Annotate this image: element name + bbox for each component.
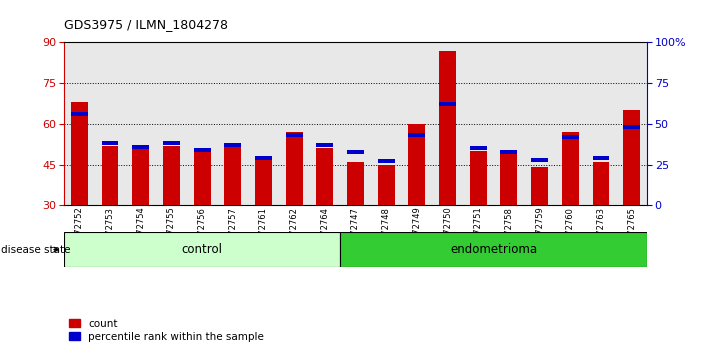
Bar	[531, 167, 548, 205]
Text: endometrioma: endometrioma	[450, 243, 537, 256]
Bar	[255, 159, 272, 205]
Bar	[102, 145, 119, 205]
Bar	[531, 158, 548, 162]
Bar	[408, 133, 425, 137]
Bar	[501, 154, 518, 205]
Bar	[193, 148, 210, 152]
Bar	[439, 51, 456, 205]
Bar	[501, 149, 518, 154]
Bar	[132, 145, 149, 149]
Text: disease state: disease state	[1, 245, 70, 255]
Bar	[71, 112, 87, 116]
Bar	[592, 162, 609, 205]
Bar	[132, 148, 149, 205]
Bar	[562, 132, 579, 205]
Bar	[316, 143, 333, 147]
Bar	[286, 133, 303, 137]
Bar	[347, 149, 364, 154]
Bar	[225, 143, 241, 147]
Bar	[470, 151, 486, 205]
Bar	[316, 148, 333, 205]
Legend: count, percentile rank within the sample: count, percentile rank within the sample	[69, 319, 264, 342]
Bar	[340, 232, 647, 267]
Bar	[102, 141, 119, 145]
Bar	[470, 146, 486, 150]
Bar	[408, 124, 425, 205]
Bar	[378, 165, 395, 205]
Text: control: control	[181, 243, 223, 256]
Bar	[624, 125, 640, 129]
Bar	[624, 110, 640, 205]
Bar	[592, 156, 609, 160]
Bar	[255, 156, 272, 160]
Bar	[163, 145, 180, 205]
Bar	[71, 102, 87, 205]
Bar	[193, 151, 210, 205]
Text: GDS3975 / ILMN_1804278: GDS3975 / ILMN_1804278	[64, 18, 228, 31]
Bar	[286, 132, 303, 205]
Bar	[163, 141, 180, 145]
Bar	[347, 162, 364, 205]
Bar	[562, 135, 579, 139]
Bar	[439, 102, 456, 107]
Bar	[378, 159, 395, 164]
Bar	[64, 232, 340, 267]
Bar	[225, 145, 241, 205]
